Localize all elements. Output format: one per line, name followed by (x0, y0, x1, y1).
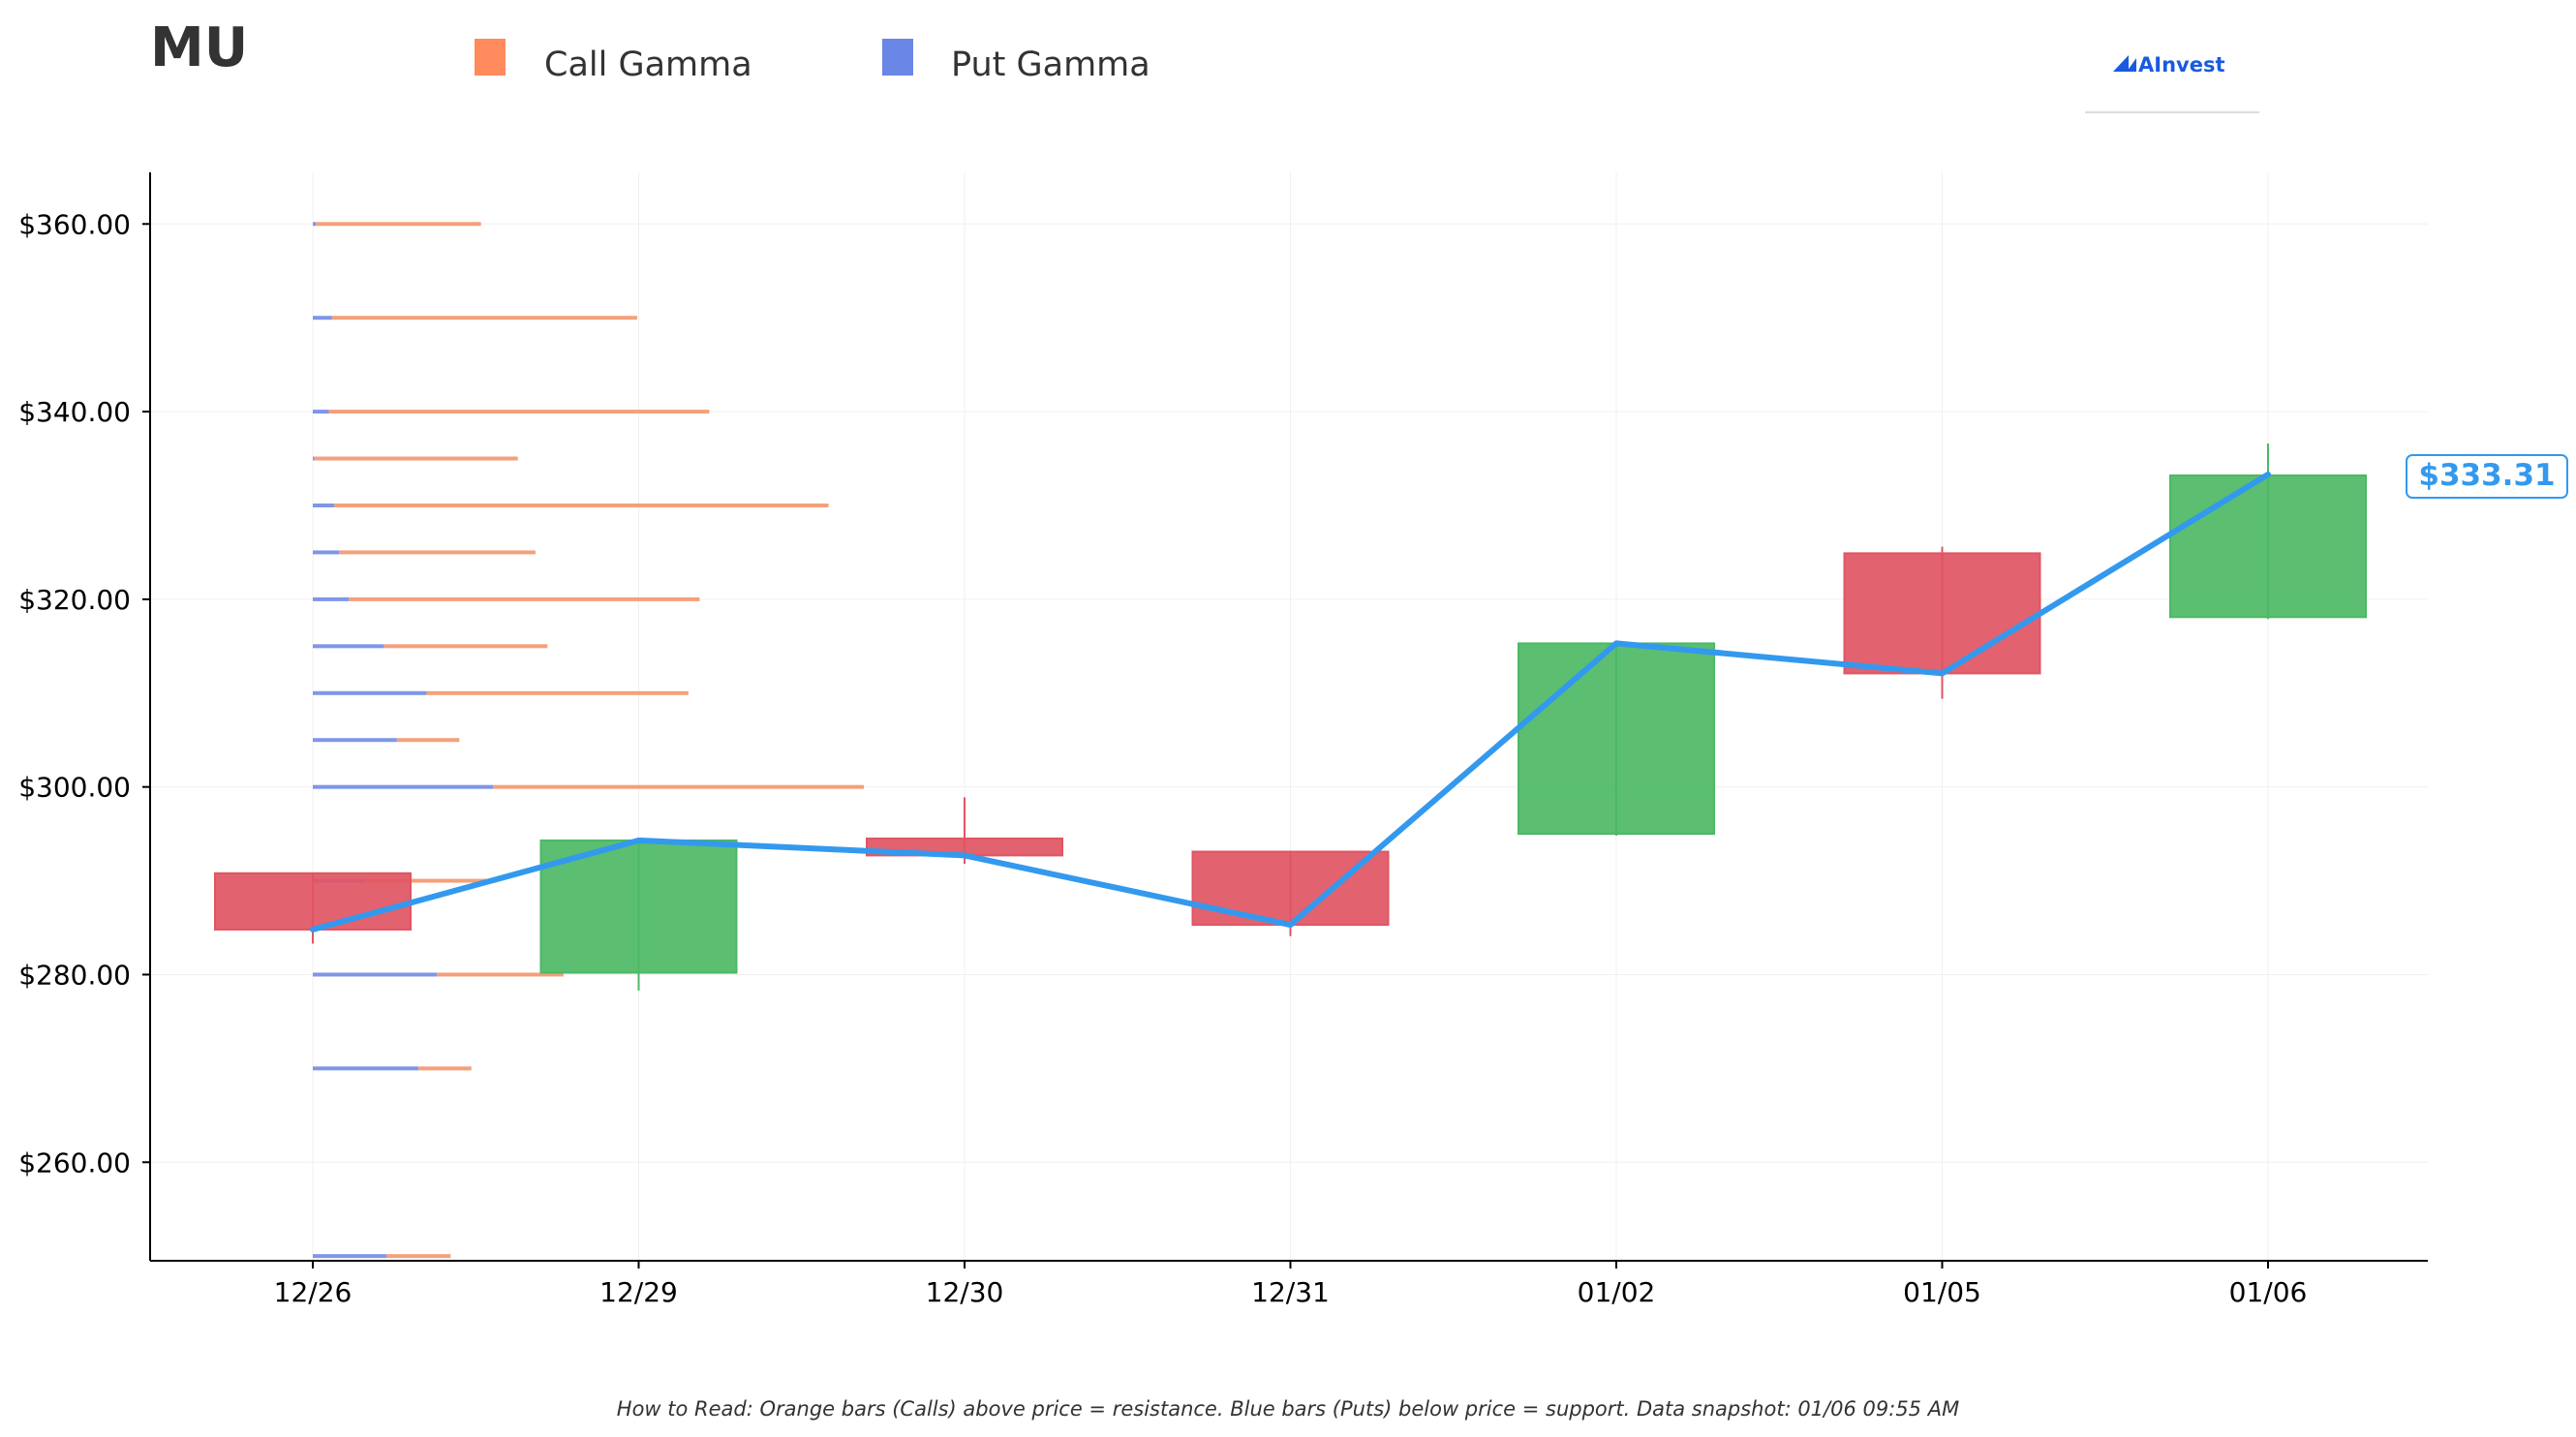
put-gamma-bar (313, 550, 340, 555)
put-gamma-legend-swatch (882, 39, 913, 76)
put-gamma-bar (313, 503, 335, 507)
y-tick-label: $260.00 (18, 1147, 131, 1178)
candle-body (539, 839, 738, 974)
x-tick-label: 12/29 (599, 1276, 678, 1308)
y-tick-label: $280.00 (18, 959, 131, 991)
call-gamma-bar (339, 550, 536, 555)
close-price-line (310, 471, 2271, 933)
call-gamma-bar (334, 503, 829, 507)
brand-logo: AInvest (2085, 53, 2259, 113)
put-gamma-bar (313, 690, 427, 695)
call-gamma-bar (364, 878, 496, 883)
current-price-text: $333.31 (2418, 458, 2555, 493)
call-gamma-bar (349, 596, 700, 601)
call-gamma-bar (493, 784, 864, 789)
put-gamma-bar (313, 456, 315, 461)
axes (149, 172, 2428, 1262)
call-gamma-bar (386, 1254, 451, 1259)
ticker-title: MU (150, 16, 248, 79)
x-tick-label: 01/06 (2229, 1276, 2308, 1308)
y-tick-label: $340.00 (18, 396, 131, 428)
call-gamma-legend-swatch (475, 39, 506, 76)
candle-body (1518, 642, 1715, 836)
candles (214, 443, 2367, 991)
put-gamma-bar (313, 972, 438, 977)
x-tick-label: 01/02 (1578, 1276, 1656, 1308)
close-price-polyline (310, 471, 2271, 933)
put-gamma-bar (313, 738, 397, 743)
gamma-bars (313, 222, 864, 1259)
put-gamma-bar (313, 222, 317, 227)
call-gamma-bar (426, 690, 689, 695)
put-gamma-bar (313, 316, 332, 321)
x-tick-label: 12/26 (274, 1276, 353, 1308)
x-tick-label: 12/31 (1251, 1276, 1330, 1308)
call-gamma-bar (328, 410, 710, 414)
x-tick-label: 12/30 (926, 1276, 1004, 1308)
brand-chart-icon (2113, 55, 2136, 72)
y-tick-label: $320.00 (18, 584, 131, 616)
how-to-read-note: How to Read: Orange bars (Calls) above p… (617, 1397, 1959, 1421)
y-tick-label: $300.00 (18, 772, 131, 804)
put-gamma-bar (313, 1066, 419, 1071)
put-gamma-bar (313, 1254, 387, 1259)
legend: Call Gamma Put Gamma (475, 39, 1150, 84)
y-ticks: $260.00 $280.00 $300.00 $320.00 $340.00 $360.… (18, 208, 150, 1178)
put-gamma-bar (313, 784, 494, 789)
current-price-box (2406, 454, 2568, 499)
call-gamma-bar (331, 316, 637, 321)
y-tick-label: $360.00 (18, 208, 131, 240)
current-price-label: $333.31 (2406, 454, 2568, 499)
candle-body (1843, 552, 2041, 675)
brand-name: AInvest (2138, 53, 2225, 76)
call-gamma-bar (383, 644, 548, 649)
gridlines (150, 172, 2428, 1261)
call-gamma-bar (437, 972, 564, 977)
candle-body (2169, 474, 2367, 619)
call-gamma-legend-label: Call Gamma (544, 46, 752, 84)
call-gamma-bar (316, 222, 481, 227)
put-gamma-bar (313, 596, 350, 601)
put-gamma-bar (313, 644, 384, 649)
call-gamma-bar (314, 456, 518, 461)
x-tick-label: 01/05 (1903, 1276, 1981, 1308)
call-gamma-bar (396, 738, 460, 743)
put-gamma-bar (313, 410, 329, 414)
candle-body (214, 871, 412, 931)
call-gamma-bar (418, 1066, 472, 1071)
x-ticks: 12/26 12/29 12/30 12/31 01/02 01/05 01/06 (274, 1261, 2308, 1308)
put-gamma-legend-label: Put Gamma (951, 46, 1150, 84)
